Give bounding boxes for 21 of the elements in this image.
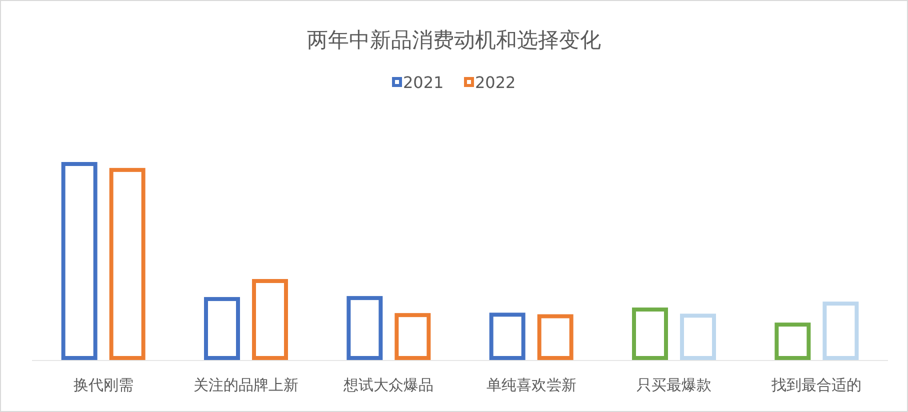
bar	[252, 279, 288, 360]
bar	[61, 162, 98, 360]
bar	[489, 312, 526, 360]
bar	[822, 302, 859, 360]
bar	[774, 322, 811, 360]
bar	[204, 297, 240, 360]
bar	[537, 314, 574, 360]
bar	[632, 308, 668, 360]
legend-label: 2021	[403, 73, 444, 92]
bar	[109, 168, 146, 360]
bar	[394, 313, 431, 360]
x-tick-label: 只买最爆款	[636, 376, 712, 394]
legend-label: 2022	[475, 73, 516, 92]
x-tick-label: 想试大众爆品	[344, 376, 434, 394]
x-tick-label: 换代刚需	[73, 376, 134, 394]
bar	[346, 296, 383, 360]
title: 两年中新品消费动机和选择变化	[307, 28, 601, 52]
x-tick-label: 关注的品牌上新	[194, 376, 298, 394]
x-tick-label: 找到最合适的	[772, 376, 862, 394]
bar	[680, 314, 716, 360]
x-tick-label: 单纯喜欢尝新	[486, 376, 576, 394]
